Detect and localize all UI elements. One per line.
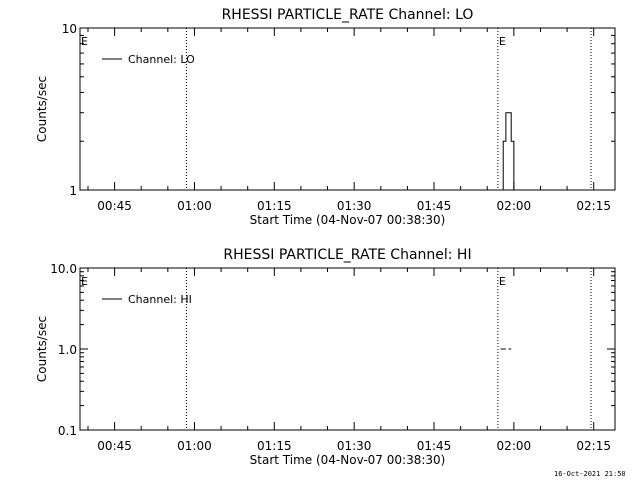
legend-label: Channel: HI <box>128 293 192 306</box>
x-tick-label: 02:00 <box>497 199 532 213</box>
x-tick-label: 01:00 <box>177 199 212 213</box>
y-axis-label: Counts/sec <box>35 76 49 142</box>
edge-label: E <box>499 275 506 288</box>
legend-label: Channel: LO <box>128 53 195 66</box>
y-tick-label: 1 <box>69 184 77 198</box>
x-tick-label: 01:30 <box>337 199 372 213</box>
y-axis-label: Counts/sec <box>35 316 49 382</box>
y-tick-label: 0.1 <box>58 424 77 438</box>
x-axis-label: Start Time (04-Nov-07 00:38:30) <box>250 453 446 467</box>
y-tick-label: 10 <box>62 22 77 36</box>
footer-timestamp: 16-Oct-2021 21:50 <box>554 470 626 478</box>
x-tick-label: 01:00 <box>177 439 212 453</box>
x-tick-label: 02:15 <box>576 199 611 213</box>
plot-frame <box>79 27 616 191</box>
series-line <box>500 112 515 191</box>
x-tick-label: 02:15 <box>576 439 611 453</box>
x-axis-label: Start Time (04-Nov-07 00:38:30) <box>250 213 446 227</box>
panel-hi: RHESSI PARTICLE_RATE Channel: HI Counts/s… <box>35 247 616 467</box>
x-tick-label: 01:15 <box>257 439 292 453</box>
x-tick-label: 00:45 <box>97 199 132 213</box>
edge-label: E <box>81 275 88 288</box>
edge-label: E <box>499 35 506 48</box>
x-tick-label: 01:45 <box>417 199 452 213</box>
y-tick-label: 1.0 <box>58 343 77 357</box>
x-tick-label: 02:00 <box>497 439 532 453</box>
edge-label: E <box>81 35 88 48</box>
x-tick-label: 00:45 <box>97 439 132 453</box>
panel-lo: RHESSI PARTICLE_RATE Channel: LO Counts/s… <box>35 7 616 227</box>
chart-title: RHESSI PARTICLE_RATE Channel: HI <box>223 247 471 263</box>
x-tick-label: 01:15 <box>257 199 292 213</box>
x-tick-label: 01:30 <box>337 439 372 453</box>
chart-title: RHESSI PARTICLE_RATE Channel: LO <box>222 7 474 23</box>
x-tick-label: 01:45 <box>417 439 452 453</box>
y-tick-label: 10.0 <box>50 262 77 276</box>
